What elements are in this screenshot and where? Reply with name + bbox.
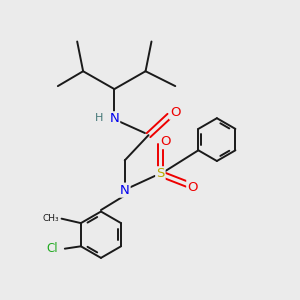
Text: O: O bbox=[187, 181, 198, 194]
Text: O: O bbox=[170, 106, 181, 119]
Text: N: N bbox=[110, 112, 119, 125]
Text: CH₃: CH₃ bbox=[43, 214, 59, 223]
Text: S: S bbox=[156, 167, 165, 180]
Text: O: O bbox=[160, 135, 171, 148]
Text: Cl: Cl bbox=[46, 242, 58, 255]
Text: N: N bbox=[120, 184, 130, 196]
Text: H: H bbox=[95, 113, 103, 123]
